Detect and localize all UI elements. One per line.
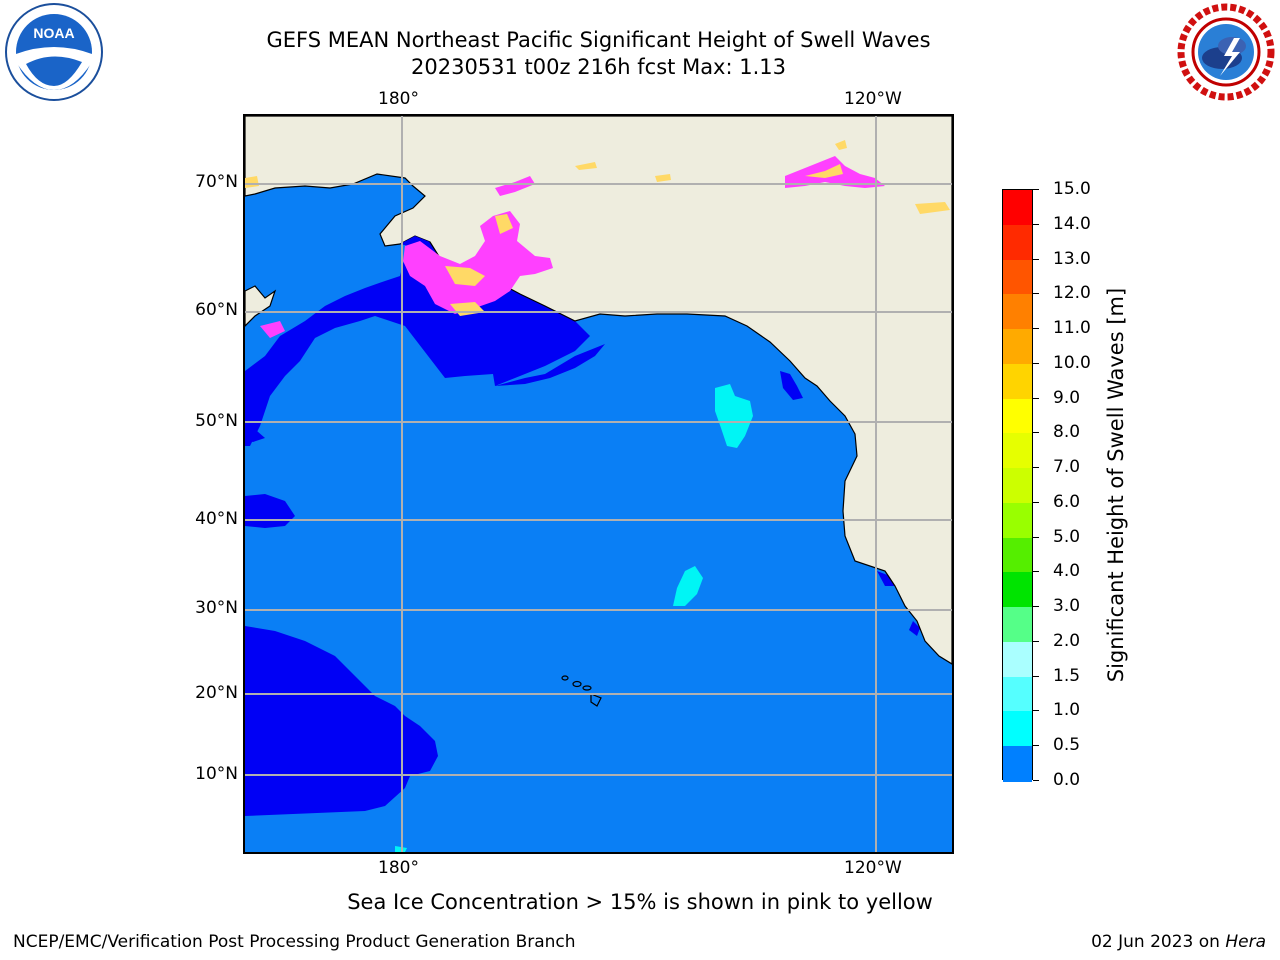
colorbar-tick-mark [1033,467,1039,469]
colorbar-tick-label: 10.0 [1053,352,1091,373]
colorbar-tick-label: 7.0 [1053,457,1081,478]
lat-tick-10n: 10°N [195,764,238,784]
lon-tick-top-120w: 120°W [844,89,902,109]
colorbar-tick-mark [1033,223,1039,225]
svg-text:NOAA: NOAA [33,25,74,41]
colorbar-segment [1003,363,1032,400]
colorbar-tick-label: 4.0 [1053,561,1081,582]
lon-tick-top-180: 180° [378,89,419,109]
lat-tick-70n: 70°N [195,172,238,192]
colorbar-tick-mark [1033,536,1039,538]
colorbar-segment [1003,711,1032,748]
colorbar-tick-label: 2.0 [1053,630,1081,651]
hawaii-islands [561,675,602,707]
lat-tick-50n: 50°N [195,411,238,431]
colorbar-tick-mark [1033,710,1039,712]
colorbar-tick-label: 6.0 [1053,491,1081,512]
colorbar-segment [1003,607,1032,643]
lat-tick-20n: 20°N [195,683,238,703]
footer-date-text: 02 Jun 2023 on [1091,932,1226,952]
colorbar-tick-label: 1.5 [1053,665,1081,686]
colorbar-tick-mark [1033,606,1039,608]
colorbar-tick-label: 0.0 [1053,770,1081,790]
colorbar-segment [1003,190,1032,226]
colorbar-tick-label: 13.0 [1053,248,1091,269]
colorbar-tick-label: 5.0 [1053,526,1081,547]
colorbar-segment [1003,224,1032,261]
colorbar-segment [1003,468,1032,504]
colorbar-segment [1003,641,1032,678]
colorbar [1002,189,1033,782]
colorbar-tick-label: 15.0 [1053,179,1091,199]
colorbar-tick-label: 14.0 [1053,213,1091,234]
colorbar-tick-label: 1.0 [1053,700,1081,721]
colorbar-segment [1003,398,1032,435]
lat-tick-40n: 40°N [195,509,238,529]
colorbar-tick-mark [1033,780,1039,781]
map-canvas [245,116,952,852]
colorbar-tick-mark [1033,432,1039,434]
moderate-swell-regions [395,384,753,852]
colorbar-segment [1003,746,1032,782]
colorbar-tick-mark [1033,397,1039,399]
nws-logo [1177,3,1275,101]
colorbar-tick-label: 11.0 [1053,318,1091,339]
colorbar-title: Significant Height of Swell Waves [m] [1104,287,1128,683]
colorbar-tick-mark [1033,258,1039,260]
colorbar-tick-mark [1033,675,1039,677]
colorbar-tick-label: 12.0 [1053,283,1091,304]
colorbar-tick-mark [1033,745,1039,747]
colorbar-segment [1003,502,1032,539]
colorbar-tick-label: 3.0 [1053,596,1081,617]
colorbar-segment [1003,676,1032,713]
colorbar-tick-mark [1033,189,1039,190]
colorbar-segment [1003,259,1032,296]
colorbar-segment [1003,537,1032,574]
colorbar-tick-label: 0.5 [1053,735,1081,756]
lat-tick-30n: 30°N [195,598,238,618]
sea-ice-note: Sea Ice Concentration > 15% is shown in … [347,890,933,914]
colorbar-tick-mark [1033,571,1039,573]
footer-date: 02 Jun 2023 on Hera [1091,932,1266,952]
colorbar-segment [1003,572,1032,609]
chart-subtitle: 20230531 t00z 216h fcst Max: 1.13 [411,55,786,79]
colorbar-segment [1003,329,1032,365]
colorbar-tick-label: 9.0 [1053,387,1081,408]
map-panel [243,114,954,854]
colorbar-tick-mark [1033,501,1039,503]
colorbar-tick-mark [1033,640,1039,642]
colorbar-tick-mark [1033,293,1039,295]
lon-tick-bottom-120w: 120°W [844,858,902,878]
lat-tick-60n: 60°N [195,300,238,320]
graticule [245,116,952,852]
colorbar-tick-mark [1033,328,1039,330]
footer-credit: NCEP/EMC/Verification Post Processing Pr… [13,932,576,952]
colorbar-segment [1003,433,1032,470]
colorbar-segment [1003,294,1032,331]
colorbar-tick-label: 8.0 [1053,422,1081,443]
lon-tick-bottom-180: 180° [378,858,419,878]
chart-title: GEFS MEAN Northeast Pacific Significant … [266,28,931,52]
colorbar-tick-mark [1033,362,1039,364]
noaa-logo: NOAA [5,3,103,101]
footer-machine: Hera [1225,932,1266,952]
